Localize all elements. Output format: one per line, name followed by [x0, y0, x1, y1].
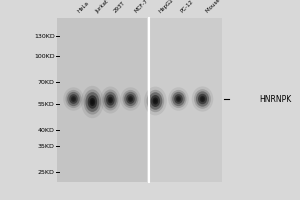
Text: HNRNPK: HNRNPK — [259, 95, 291, 104]
Ellipse shape — [109, 98, 112, 102]
Ellipse shape — [71, 96, 76, 102]
Text: HeLa: HeLa — [76, 0, 90, 14]
Text: 70KD: 70KD — [38, 79, 55, 84]
Ellipse shape — [90, 98, 95, 106]
Ellipse shape — [100, 86, 121, 114]
Text: 130KD: 130KD — [34, 33, 55, 38]
Text: Mouse testis: Mouse testis — [206, 0, 233, 14]
Ellipse shape — [65, 90, 82, 108]
Ellipse shape — [69, 94, 78, 104]
Ellipse shape — [72, 97, 75, 101]
Ellipse shape — [124, 92, 137, 106]
Ellipse shape — [106, 94, 115, 106]
Ellipse shape — [196, 91, 209, 107]
Text: 55KD: 55KD — [38, 102, 55, 106]
Ellipse shape — [177, 97, 180, 101]
Ellipse shape — [192, 86, 213, 112]
Ellipse shape — [200, 96, 205, 102]
Ellipse shape — [194, 89, 211, 109]
Ellipse shape — [104, 92, 117, 108]
Ellipse shape — [201, 97, 204, 101]
Ellipse shape — [85, 92, 99, 112]
Ellipse shape — [122, 90, 139, 108]
Ellipse shape — [108, 97, 113, 103]
Ellipse shape — [81, 86, 104, 118]
Text: HepG2: HepG2 — [158, 0, 174, 14]
Text: Jurkat: Jurkat — [94, 0, 110, 14]
Ellipse shape — [129, 97, 132, 101]
Ellipse shape — [176, 96, 181, 102]
Ellipse shape — [198, 94, 207, 104]
Ellipse shape — [120, 87, 141, 111]
Text: 40KD: 40KD — [38, 128, 55, 132]
Ellipse shape — [151, 95, 160, 107]
Ellipse shape — [102, 90, 119, 110]
Ellipse shape — [168, 87, 189, 111]
Ellipse shape — [147, 90, 164, 112]
Text: 35KD: 35KD — [38, 144, 55, 148]
Text: 293T: 293T — [112, 0, 126, 14]
Ellipse shape — [84, 89, 101, 115]
FancyBboxPatch shape — [148, 18, 222, 182]
Ellipse shape — [126, 94, 135, 104]
Ellipse shape — [128, 96, 133, 102]
Ellipse shape — [91, 100, 94, 104]
Text: 25KD: 25KD — [38, 169, 55, 174]
Text: MCF-7: MCF-7 — [134, 0, 149, 14]
Ellipse shape — [172, 92, 185, 106]
Ellipse shape — [144, 87, 167, 115]
Ellipse shape — [148, 92, 162, 110]
Text: 100KD: 100KD — [34, 53, 55, 58]
Ellipse shape — [153, 97, 158, 105]
Ellipse shape — [67, 92, 80, 106]
Ellipse shape — [154, 99, 157, 103]
Ellipse shape — [174, 94, 183, 104]
Ellipse shape — [170, 90, 187, 108]
Ellipse shape — [88, 95, 97, 109]
Text: PC-12: PC-12 — [180, 0, 195, 14]
Ellipse shape — [63, 87, 84, 111]
FancyBboxPatch shape — [57, 18, 147, 182]
